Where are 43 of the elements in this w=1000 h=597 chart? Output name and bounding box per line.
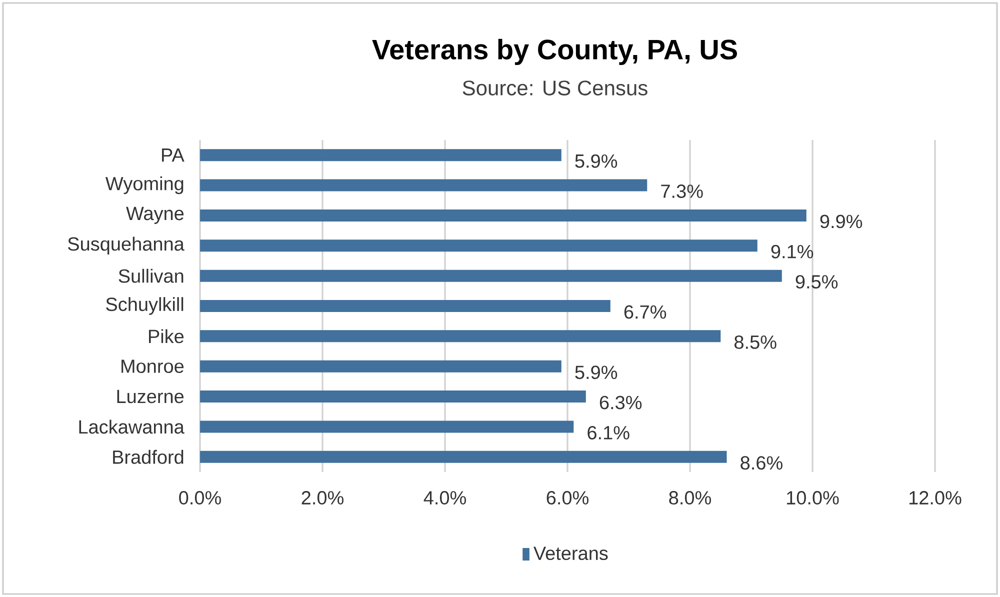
y-tick-label: PA [162, 148, 184, 162]
y-tick-label: Sullivan [118, 268, 184, 283]
bar [200, 390, 586, 403]
data-label: 6.3% [600, 396, 642, 410]
y-tick-label: Pike [149, 329, 184, 344]
data-label: 7.3% [661, 184, 703, 198]
x-tick-label: 6.0% [546, 491, 588, 505]
data-label: 6.1% [588, 426, 630, 440]
data-label: 9.1% [771, 244, 814, 258]
bar [200, 240, 758, 252]
bar [200, 450, 727, 463]
y-tick-label: Bradford [113, 450, 184, 464]
data-label: 9.5% [796, 275, 838, 289]
bar [200, 149, 562, 162]
bar [200, 420, 574, 433]
x-tick-label: 2.0% [302, 491, 344, 505]
bar [200, 360, 562, 372]
x-tick-label: 10.0% [787, 491, 839, 505]
y-tick-label: Wyoming [105, 176, 184, 194]
x-tick-label: 0.0% [179, 491, 221, 505]
y-tick-label: Luzerne [117, 390, 184, 404]
bar [200, 330, 721, 342]
data-label: 5.9% [575, 154, 618, 168]
bar [200, 209, 806, 222]
legend-label: Veterans [534, 546, 608, 560]
x-tick-label: 4.0% [424, 491, 466, 505]
y-tick-label: Susquehanna [68, 236, 184, 254]
data-label: 5.9% [575, 366, 618, 380]
x-tick-label: 8.0% [669, 491, 711, 505]
y-tick-label: Monroe [122, 360, 184, 373]
data-label: 8.5% [734, 335, 776, 349]
chart-subtitle: Source: US Census [462, 80, 648, 96]
data-label: 8.6% [740, 456, 782, 470]
y-tick-label: Lackawanna [79, 420, 184, 434]
data-label: 6.7% [624, 305, 666, 319]
bar [200, 300, 610, 312]
y-tick-label: Schuylkill [106, 297, 184, 315]
bar [200, 179, 648, 192]
bar [200, 270, 782, 282]
data-label: 9.9% [820, 214, 862, 228]
y-tick-label: Wayne [126, 206, 184, 224]
chart-title: Veterans by County, PA, US [372, 38, 737, 66]
x-tick-label: 12.0% [910, 491, 962, 505]
